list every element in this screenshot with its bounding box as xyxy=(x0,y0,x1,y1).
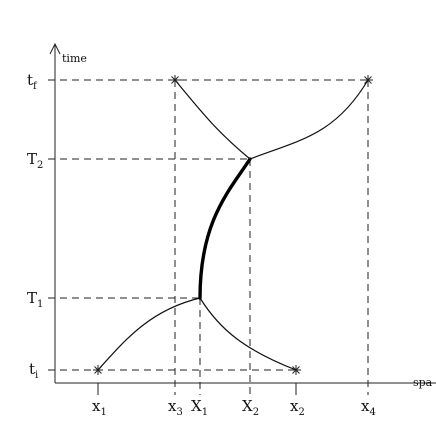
time-label-tf: tf xyxy=(27,71,38,92)
endpoint-marker-x1 xyxy=(93,365,103,375)
space-label-X1: X1 xyxy=(191,397,208,418)
endpoint-marker-x4 xyxy=(363,75,373,85)
world-line-x1-to-T1 xyxy=(97,297,201,371)
world-line-T2-to-x3 xyxy=(174,79,251,160)
world-line-T2-to-x4 xyxy=(249,79,369,160)
time-label-ti: ti xyxy=(29,360,38,381)
space-label-x3: x3 xyxy=(168,397,183,418)
endpoint-marker-x3 xyxy=(170,75,180,85)
space-label-X2: X2 xyxy=(242,397,259,418)
interaction-world-line xyxy=(198,157,252,300)
endpoint-marker-x2 xyxy=(291,365,301,375)
space-axis-label: spa xyxy=(413,376,433,389)
space-label-x1: x1 xyxy=(92,397,107,418)
time-label-T2: T2 xyxy=(27,150,43,171)
space-label-x4: x4 xyxy=(361,397,376,418)
time-label-T1: T1 xyxy=(27,289,43,310)
space-label-x2: x2 xyxy=(290,397,305,418)
world-line-T1-to-x2 xyxy=(199,297,297,371)
time-axis-label: time xyxy=(62,52,87,65)
time-axis-arrowhead xyxy=(49,42,61,55)
